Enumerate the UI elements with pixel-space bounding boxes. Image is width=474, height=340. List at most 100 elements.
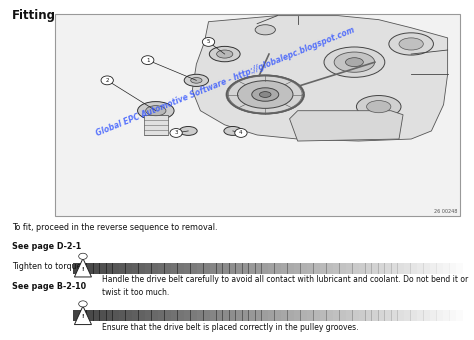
- Bar: [365, 310, 372, 321]
- Bar: [106, 310, 113, 321]
- Bar: [158, 263, 165, 274]
- Ellipse shape: [334, 52, 374, 72]
- Bar: [119, 263, 126, 274]
- Bar: [287, 263, 294, 274]
- Bar: [352, 263, 359, 274]
- Bar: [138, 263, 146, 274]
- Text: !: !: [82, 314, 84, 320]
- Bar: [229, 263, 236, 274]
- Bar: [171, 263, 178, 274]
- Bar: [378, 310, 385, 321]
- Bar: [384, 263, 392, 274]
- Bar: [80, 263, 87, 274]
- Bar: [346, 263, 353, 274]
- Ellipse shape: [224, 126, 242, 135]
- Bar: [138, 310, 146, 321]
- Bar: [326, 263, 333, 274]
- Text: 5: 5: [207, 39, 210, 45]
- Bar: [423, 263, 430, 274]
- Ellipse shape: [255, 25, 275, 35]
- Ellipse shape: [259, 92, 271, 97]
- Bar: [313, 310, 320, 321]
- Bar: [125, 263, 132, 274]
- Bar: [255, 310, 262, 321]
- Text: Fitting: Fitting: [12, 8, 56, 21]
- Bar: [307, 263, 314, 274]
- Bar: [216, 263, 223, 274]
- Bar: [100, 310, 107, 321]
- Circle shape: [235, 129, 247, 137]
- Ellipse shape: [217, 50, 233, 58]
- Text: 3: 3: [174, 131, 178, 135]
- Text: See page D-2-1: See page D-2-1: [12, 242, 81, 251]
- Bar: [346, 310, 353, 321]
- Bar: [229, 310, 236, 321]
- Bar: [404, 310, 411, 321]
- Bar: [144, 115, 168, 135]
- Bar: [358, 310, 365, 321]
- Bar: [307, 310, 314, 321]
- Text: Handle the drive belt carefully to avoid all contact with lubricant and coolant.: Handle the drive belt carefully to avoid…: [102, 275, 468, 297]
- Bar: [294, 263, 301, 274]
- Bar: [294, 310, 301, 321]
- Ellipse shape: [179, 126, 197, 135]
- Ellipse shape: [356, 96, 401, 118]
- Polygon shape: [192, 16, 447, 141]
- Bar: [255, 263, 262, 274]
- Circle shape: [101, 76, 113, 85]
- Bar: [145, 310, 152, 321]
- Bar: [287, 310, 294, 321]
- Bar: [86, 263, 93, 274]
- Polygon shape: [74, 306, 91, 325]
- Ellipse shape: [346, 58, 364, 67]
- Bar: [319, 263, 327, 274]
- Bar: [100, 263, 107, 274]
- Ellipse shape: [137, 102, 174, 120]
- Bar: [151, 263, 158, 274]
- Bar: [242, 263, 249, 274]
- Bar: [358, 263, 365, 274]
- Bar: [261, 310, 268, 321]
- Bar: [372, 310, 379, 321]
- Ellipse shape: [227, 75, 304, 114]
- Bar: [222, 263, 229, 274]
- Bar: [171, 310, 178, 321]
- Circle shape: [79, 301, 87, 307]
- Bar: [391, 263, 398, 274]
- Bar: [313, 263, 320, 274]
- Bar: [203, 310, 210, 321]
- Bar: [261, 263, 268, 274]
- Bar: [248, 263, 255, 274]
- Ellipse shape: [252, 88, 279, 101]
- Bar: [397, 310, 404, 321]
- Bar: [197, 310, 204, 321]
- Bar: [274, 310, 282, 321]
- Bar: [119, 310, 126, 321]
- Bar: [417, 263, 424, 274]
- Ellipse shape: [324, 47, 385, 77]
- Text: To fit, proceed in the reverse sequence to removal.: To fit, proceed in the reverse sequence …: [12, 223, 218, 232]
- Bar: [145, 263, 152, 274]
- Bar: [197, 263, 204, 274]
- Bar: [236, 263, 243, 274]
- Bar: [410, 263, 418, 274]
- Text: 26 00248: 26 00248: [434, 209, 457, 214]
- Bar: [410, 310, 418, 321]
- Circle shape: [170, 129, 182, 137]
- Bar: [281, 310, 288, 321]
- Ellipse shape: [191, 78, 202, 83]
- Circle shape: [202, 37, 215, 46]
- Bar: [112, 263, 119, 274]
- Bar: [93, 310, 100, 321]
- Bar: [177, 263, 184, 274]
- Bar: [300, 310, 307, 321]
- Bar: [384, 310, 392, 321]
- Text: See page B-2-10: See page B-2-10: [12, 282, 86, 291]
- Bar: [236, 310, 243, 321]
- Bar: [125, 310, 132, 321]
- Bar: [430, 310, 437, 321]
- Bar: [222, 310, 229, 321]
- Bar: [183, 310, 191, 321]
- Bar: [80, 310, 87, 321]
- Bar: [391, 310, 398, 321]
